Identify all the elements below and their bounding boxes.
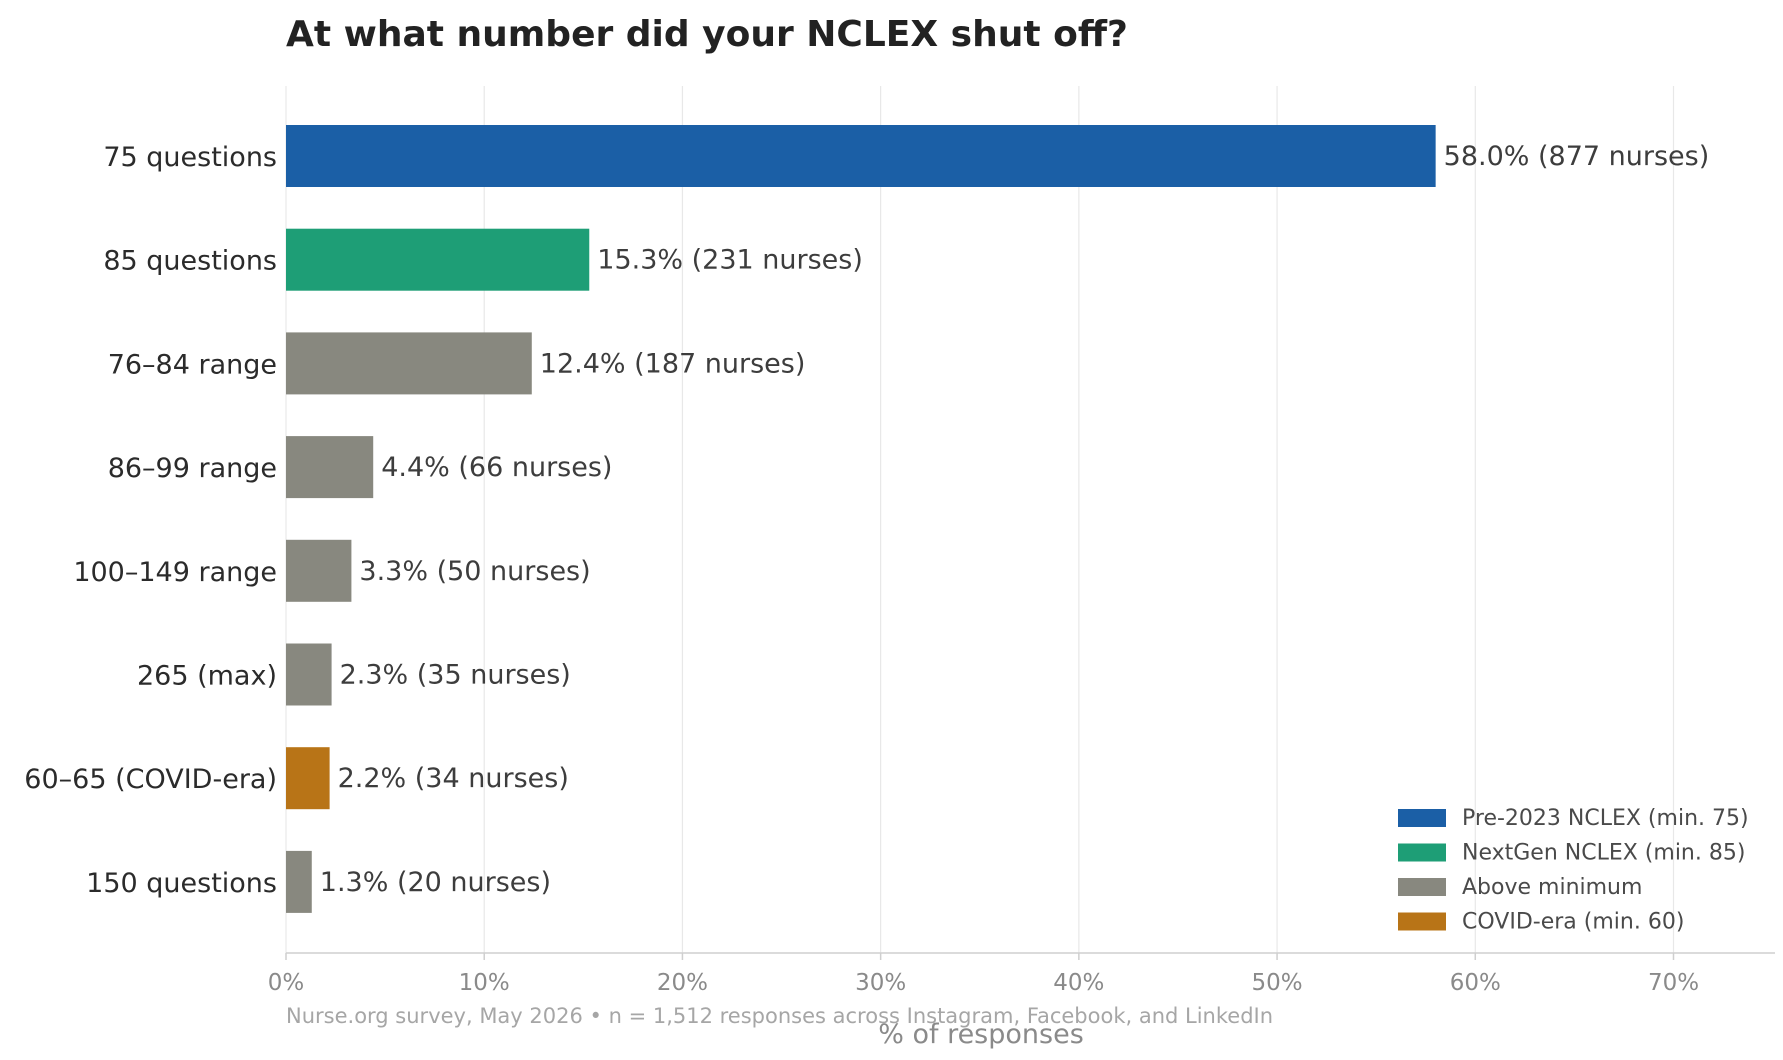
value-label: 2.2% (34 nurses)	[338, 763, 569, 794]
bar	[286, 436, 374, 499]
legend-label: COVID-era (min. 60)	[1462, 910, 1684, 935]
x-tick-label: 40%	[1053, 970, 1104, 996]
x-ticks: 0% 10% 20% 30% 40% 50% 60% 70%	[268, 953, 1699, 996]
category-label: 150 questions	[86, 868, 277, 899]
labels: 75 questions 58.0% (877 nurses) 85 questio…	[24, 141, 1709, 899]
legend: Pre-2023 NCLEX (min. 75) NextGen NCLEX (m…	[1398, 806, 1749, 935]
value-label: 1.3% (20 nurses)	[320, 867, 551, 898]
value-label: 15.3% (231 nurses)	[597, 245, 863, 276]
bar	[286, 643, 332, 706]
x-tick-label: 50%	[1252, 970, 1303, 996]
value-label: 2.3% (35 nurses)	[340, 660, 571, 691]
bar	[286, 332, 532, 395]
bar	[286, 228, 590, 291]
x-tick-label: 10%	[459, 970, 510, 996]
bar	[286, 747, 330, 810]
x-tick-label: 60%	[1450, 970, 1501, 996]
category-label: 75 questions	[103, 142, 277, 173]
bars	[286, 125, 1436, 913]
category-label: 85 questions	[103, 246, 277, 277]
bar	[286, 125, 1436, 187]
legend-swatch	[1398, 809, 1446, 827]
category-label: 100–149 range	[73, 557, 277, 588]
x-axis-title: % of responses	[878, 1019, 1084, 1050]
x-tick-label: 0%	[268, 970, 305, 996]
bar	[286, 850, 312, 913]
value-label: 12.4% (187 nurses)	[540, 348, 806, 379]
category-label: 76–84 range	[108, 349, 277, 380]
legend-swatch	[1398, 878, 1446, 896]
legend-label: Pre-2023 NCLEX (min. 75)	[1462, 806, 1749, 831]
bar	[286, 539, 352, 602]
legend-swatch	[1398, 912, 1446, 931]
value-label: 4.4% (66 nurses)	[381, 452, 612, 483]
chart-title: At what number did your NCLEX shut off?	[286, 14, 1128, 55]
source-note: Nurse.org survey, May 2026 • n = 1,512 r…	[286, 1004, 1273, 1028]
category-label: 265 (max)	[137, 661, 277, 692]
category-label: 86–99 range	[108, 453, 277, 484]
value-label: 58.0% (877 nurses)	[1444, 141, 1710, 172]
x-tick-label: 30%	[855, 970, 906, 996]
legend-label: Above minimum	[1462, 875, 1642, 900]
x-tick-label: 70%	[1648, 970, 1699, 996]
legend-label: NextGen NCLEX (min. 85)	[1462, 841, 1745, 866]
x-tick-label: 20%	[657, 970, 708, 996]
legend-swatch	[1398, 843, 1446, 862]
value-label: 3.3% (50 nurses)	[359, 556, 590, 587]
category-label: 60–65 (COVID-era)	[24, 764, 277, 795]
